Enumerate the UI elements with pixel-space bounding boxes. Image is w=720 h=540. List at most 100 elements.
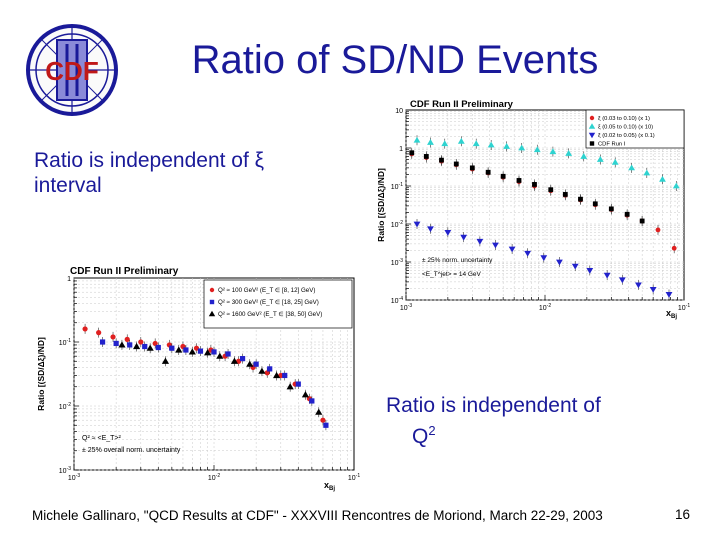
data-point xyxy=(278,372,284,379)
data-point xyxy=(516,178,522,183)
data-point xyxy=(549,148,557,155)
data-point xyxy=(524,250,532,257)
data-point xyxy=(635,282,642,289)
data-point xyxy=(258,367,266,374)
slide-title: Ratio of SD/ND Events xyxy=(191,38,599,82)
data-point xyxy=(508,246,516,253)
bullet-1-line2: interval xyxy=(34,174,102,197)
data-point xyxy=(532,182,537,187)
data-point xyxy=(99,339,106,345)
data-point xyxy=(492,242,499,249)
data-point xyxy=(225,351,231,357)
bullet-2-sup: 2 xyxy=(428,423,436,438)
data-point xyxy=(301,391,310,398)
y-tick-label: 1 xyxy=(399,146,403,153)
x-tick-label: 10-2 xyxy=(208,473,220,482)
bullet-q2-independence: Ratio is independent of Q2 xyxy=(386,393,686,449)
bullet-xi-independence: Ratio is independent of ξ interval xyxy=(34,148,364,198)
x-tick-label: 10-1 xyxy=(348,473,360,482)
data-point xyxy=(485,169,491,175)
data-point xyxy=(460,234,468,241)
data-point xyxy=(155,344,161,351)
data-point xyxy=(624,211,630,217)
data-point xyxy=(639,218,645,224)
data-point xyxy=(152,340,158,347)
data-point xyxy=(655,227,661,233)
chart1-annotation-1: ± 25% norm. uncertainty xyxy=(422,257,493,264)
data-point xyxy=(267,366,273,372)
legend-label: Q² ≈ 1600 GeV² (E_T ∈ [38, 50] GeV) xyxy=(218,311,322,318)
data-point xyxy=(96,330,102,336)
data-point xyxy=(197,348,204,354)
data-point xyxy=(142,343,148,350)
data-point xyxy=(110,334,116,340)
data-point xyxy=(472,140,480,147)
data-point xyxy=(565,150,573,156)
data-point xyxy=(315,408,323,415)
data-point xyxy=(133,342,141,350)
data-point xyxy=(672,182,680,189)
data-point xyxy=(211,349,217,355)
data-point xyxy=(628,164,636,171)
data-point xyxy=(239,356,246,362)
legend-marker xyxy=(208,310,216,317)
legend-label: ξ (0.02 to 0.05) (x 0.1) xyxy=(598,133,655,139)
data-point xyxy=(216,352,224,359)
data-point xyxy=(533,146,541,153)
data-point xyxy=(469,165,475,171)
data-point xyxy=(309,398,315,404)
legend-marker xyxy=(588,132,596,139)
data-point xyxy=(203,349,212,356)
chart2-ylabel: Ratio [(SD/Δξ)/ND] xyxy=(36,337,46,411)
data-point xyxy=(193,345,200,351)
data-point xyxy=(571,263,579,270)
data-point xyxy=(500,173,506,179)
data-point xyxy=(562,192,568,197)
data-point xyxy=(441,140,449,147)
y-tick-label: 10 xyxy=(395,108,403,115)
x-tick-label: 10-1 xyxy=(678,303,690,312)
data-point xyxy=(295,381,301,387)
data-point xyxy=(320,417,326,423)
y-tick-label: 10-2 xyxy=(391,220,403,229)
data-point xyxy=(444,230,452,236)
data-point xyxy=(556,259,563,266)
chart1-ylabel: Ratio [(SD/Δξ)/ND] xyxy=(376,168,386,242)
x-tick-label: 10-3 xyxy=(68,473,80,482)
legend-label: CDF Run I xyxy=(598,142,626,148)
chart1-title: CDF Run II Preliminary xyxy=(410,99,514,110)
data-point xyxy=(124,336,130,342)
chart1-legend xyxy=(585,109,685,149)
legend-marker xyxy=(589,115,595,121)
legend-label: ξ (0.05 to 0.10) (x 10) xyxy=(598,125,653,131)
chart2-xlabel: xBj xyxy=(324,480,335,492)
data-point xyxy=(188,348,196,355)
data-point xyxy=(457,137,465,144)
data-point xyxy=(586,268,594,274)
y-tick-label: 10-3 xyxy=(391,258,403,267)
data-point xyxy=(659,175,666,182)
data-point xyxy=(608,206,614,212)
data-point xyxy=(286,383,294,390)
data-point xyxy=(323,422,329,428)
data-point xyxy=(453,161,459,167)
data-point xyxy=(427,226,434,233)
data-point xyxy=(413,221,421,228)
y-tick-label: 10-1 xyxy=(391,182,403,191)
chart2-title: CDF Run II Preliminary xyxy=(70,266,179,277)
data-point xyxy=(183,347,189,353)
chart2-legend xyxy=(203,279,353,329)
legend-label: Q² ≈ 300 GeV² (E_T ∈ [18, 25] GeV) xyxy=(218,299,319,306)
data-point xyxy=(592,201,598,207)
data-point xyxy=(246,360,254,367)
bullet-2-q: Q xyxy=(412,425,429,448)
x-tick-label: 10-2 xyxy=(539,303,551,312)
data-point xyxy=(439,157,444,163)
data-point xyxy=(273,371,281,379)
legend-marker xyxy=(209,287,215,293)
data-point xyxy=(540,255,548,262)
data-point xyxy=(161,357,170,364)
bullet-1-line1: Ratio is independent of xyxy=(34,149,255,172)
legend-label: Q² ≈ 100 GeV² (E_T ∈ [8, 12] GeV) xyxy=(218,287,315,294)
data-point xyxy=(230,357,239,364)
